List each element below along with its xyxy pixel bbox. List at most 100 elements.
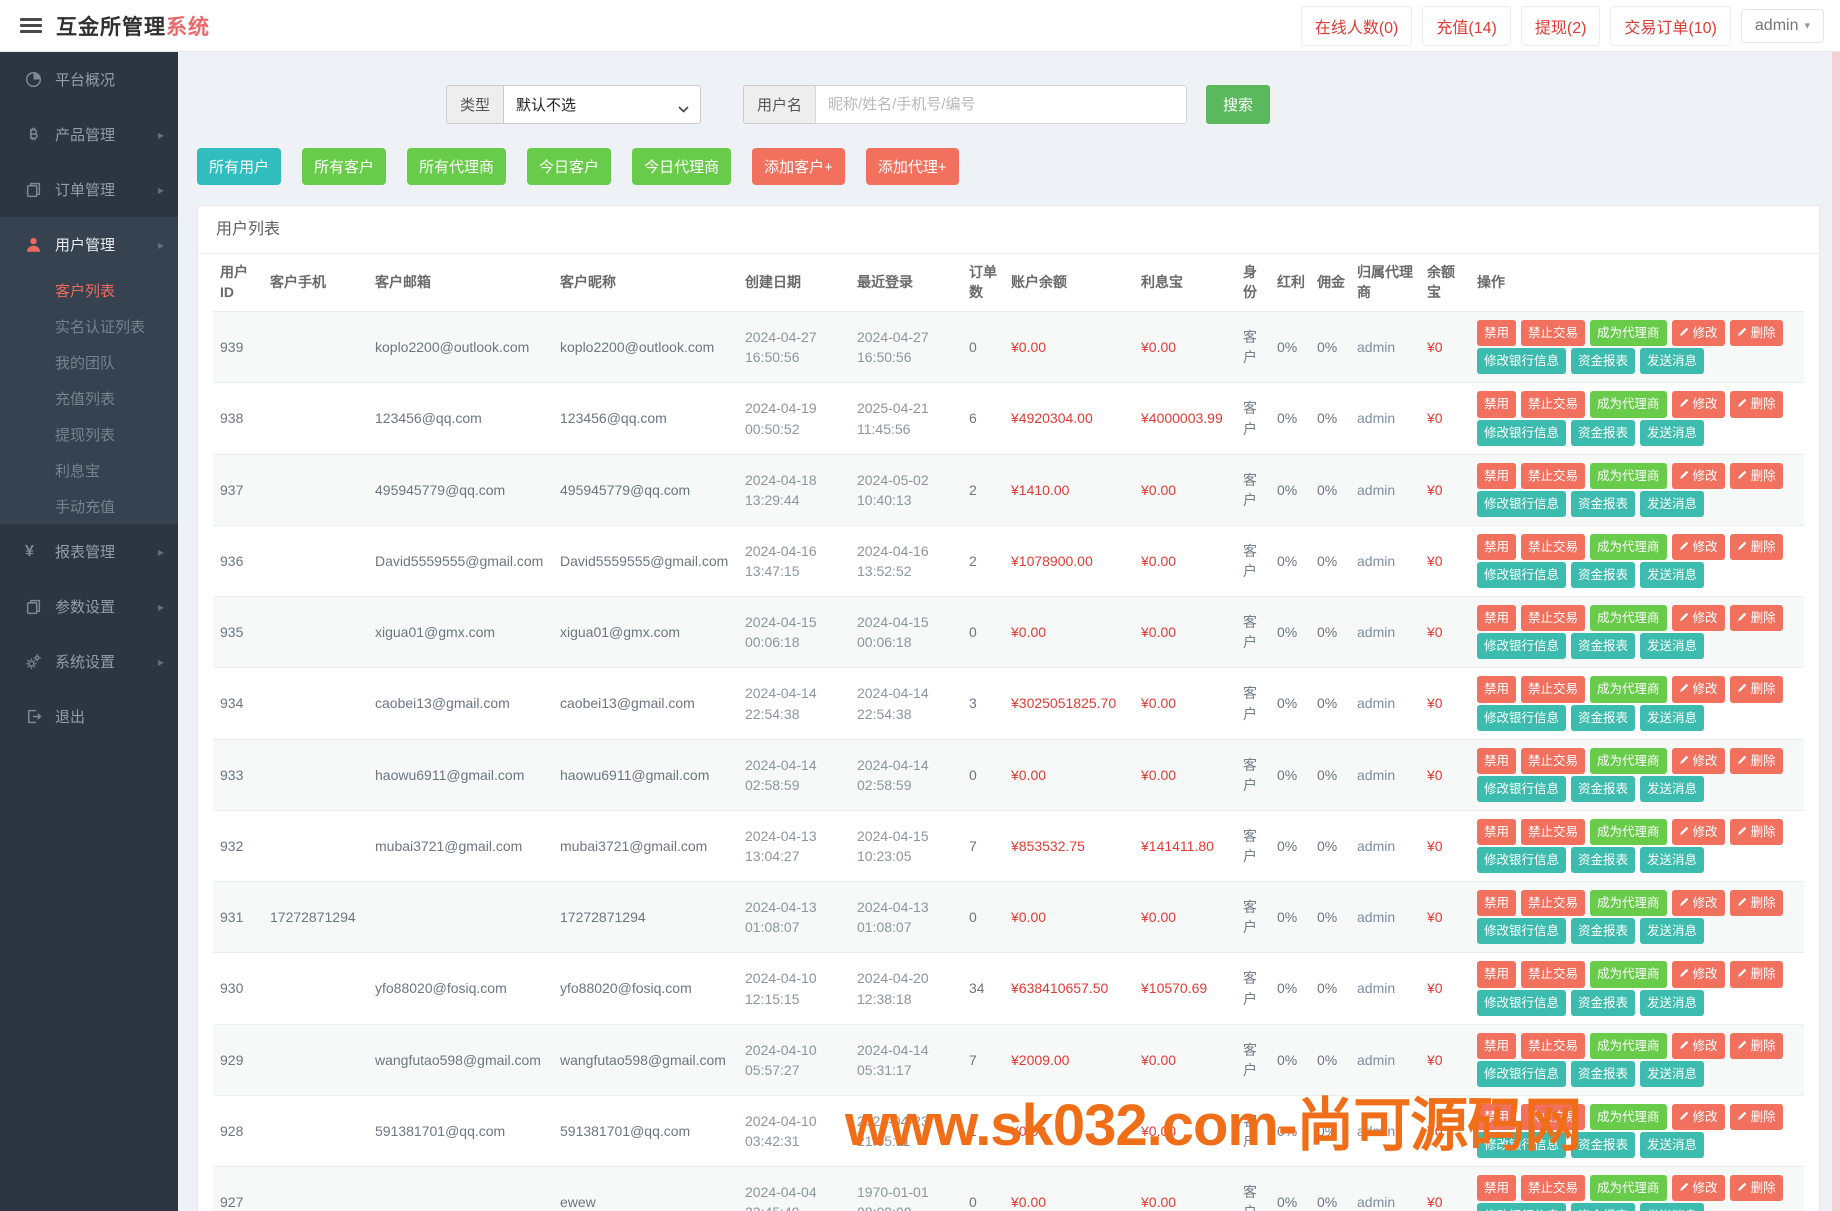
edit-button[interactable]: 修改 bbox=[1671, 462, 1725, 489]
sidebar-item-realname-list[interactable]: 实名认证列表 bbox=[55, 318, 146, 336]
funds-report-button[interactable]: 资金报表 bbox=[1571, 847, 1636, 874]
edit-button[interactable]: 修改 bbox=[1671, 818, 1725, 846]
edit-bank-button[interactable]: 修改银行信息 bbox=[1477, 918, 1567, 945]
disable-button[interactable]: 禁用 bbox=[1477, 1175, 1517, 1202]
funds-report-button[interactable]: 资金报表 bbox=[1571, 1203, 1636, 1211]
user-menu-button[interactable]: admin ▾ bbox=[1740, 8, 1824, 43]
forbid-trade-button[interactable]: 禁止交易 bbox=[1521, 747, 1586, 774]
add-agent-button[interactable]: 添加代理+ bbox=[865, 148, 959, 185]
forbid-trade-button[interactable]: 禁止交易 bbox=[1521, 961, 1586, 988]
become-agent-button[interactable]: 成为代理商 bbox=[1590, 747, 1667, 774]
delete-button[interactable]: 删除 bbox=[1729, 1032, 1783, 1059]
edit-bank-button[interactable]: 修改银行信息 bbox=[1477, 1060, 1567, 1087]
edit-bank-button[interactable]: 修改银行信息 bbox=[1477, 1203, 1567, 1211]
edit-bank-button[interactable]: 修改银行信息 bbox=[1477, 490, 1567, 517]
forbid-trade-button[interactable]: 禁止交易 bbox=[1521, 320, 1586, 347]
disable-button[interactable]: 禁用 bbox=[1477, 605, 1517, 632]
delete-button[interactable]: 删除 bbox=[1729, 605, 1783, 632]
sidebar-item-params[interactable]: 参数设置 ▸ bbox=[0, 579, 178, 634]
recharge-count-button[interactable]: 充值(14) bbox=[1422, 5, 1511, 46]
edit-button[interactable]: 修改 bbox=[1671, 1032, 1725, 1059]
edit-button[interactable]: 修改 bbox=[1671, 605, 1725, 632]
delete-button[interactable]: 删除 bbox=[1729, 391, 1783, 418]
edit-button[interactable]: 修改 bbox=[1671, 747, 1725, 774]
disable-button[interactable]: 禁用 bbox=[1477, 818, 1517, 846]
funds-report-button[interactable]: 资金报表 bbox=[1571, 1060, 1636, 1087]
sidebar-item-overview[interactable]: 平台概况 bbox=[0, 52, 178, 107]
send-message-button[interactable]: 发送消息 bbox=[1640, 562, 1705, 589]
delete-button[interactable]: 删除 bbox=[1729, 676, 1783, 703]
disable-button[interactable]: 禁用 bbox=[1477, 1103, 1517, 1131]
edit-bank-button[interactable]: 修改银行信息 bbox=[1477, 1132, 1567, 1159]
forbid-trade-button[interactable]: 禁止交易 bbox=[1521, 818, 1586, 846]
send-message-button[interactable]: 发送消息 bbox=[1640, 704, 1705, 731]
all-customers-button[interactable]: 所有客户 bbox=[302, 148, 387, 185]
sidebar-item-withdraw-list[interactable]: 提现列表 bbox=[55, 426, 116, 444]
sidebar-item-interest-bao[interactable]: 利息宝 bbox=[55, 462, 101, 480]
forbid-trade-button[interactable]: 禁止交易 bbox=[1521, 1103, 1586, 1131]
become-agent-button[interactable]: 成为代理商 bbox=[1590, 1103, 1667, 1131]
sidebar-item-logout[interactable]: 退出 bbox=[0, 689, 178, 744]
delete-button[interactable]: 删除 bbox=[1729, 818, 1783, 846]
become-agent-button[interactable]: 成为代理商 bbox=[1590, 533, 1667, 561]
send-message-button[interactable]: 发送消息 bbox=[1640, 348, 1705, 375]
edit-button[interactable]: 修改 bbox=[1671, 391, 1725, 418]
username-input[interactable] bbox=[815, 85, 1188, 124]
sidebar-item-orders[interactable]: 订单管理 ▸ bbox=[0, 162, 178, 217]
send-message-button[interactable]: 发送消息 bbox=[1640, 847, 1705, 874]
disable-button[interactable]: 禁用 bbox=[1477, 961, 1517, 988]
edit-bank-button[interactable]: 修改银行信息 bbox=[1477, 562, 1567, 589]
sidebar-item-manual-recharge[interactable]: 手动充值 bbox=[55, 498, 116, 516]
funds-report-button[interactable]: 资金报表 bbox=[1571, 419, 1636, 446]
scrollbar[interactable] bbox=[1832, 52, 1840, 1211]
edit-button[interactable]: 修改 bbox=[1671, 320, 1725, 347]
online-count-button[interactable]: 在线人数(0) bbox=[1300, 5, 1413, 46]
send-message-button[interactable]: 发送消息 bbox=[1640, 490, 1705, 517]
become-agent-button[interactable]: 成为代理商 bbox=[1590, 818, 1667, 846]
delete-button[interactable]: 删除 bbox=[1729, 462, 1783, 489]
funds-report-button[interactable]: 资金报表 bbox=[1571, 989, 1636, 1016]
forbid-trade-button[interactable]: 禁止交易 bbox=[1521, 533, 1586, 561]
delete-button[interactable]: 删除 bbox=[1729, 533, 1783, 561]
edit-button[interactable]: 修改 bbox=[1671, 1175, 1725, 1202]
forbid-trade-button[interactable]: 禁止交易 bbox=[1521, 676, 1586, 703]
funds-report-button[interactable]: 资金报表 bbox=[1571, 633, 1636, 660]
delete-button[interactable]: 删除 bbox=[1729, 890, 1783, 917]
forbid-trade-button[interactable]: 禁止交易 bbox=[1521, 391, 1586, 418]
delete-button[interactable]: 删除 bbox=[1729, 961, 1783, 988]
become-agent-button[interactable]: 成为代理商 bbox=[1590, 462, 1667, 489]
sidebar-item-customer-list[interactable]: 客户列表 bbox=[55, 282, 116, 300]
edit-button[interactable]: 修改 bbox=[1671, 1103, 1725, 1131]
funds-report-button[interactable]: 资金报表 bbox=[1571, 704, 1636, 731]
delete-button[interactable]: 删除 bbox=[1729, 1103, 1783, 1131]
today-agents-button[interactable]: 今日代理商 bbox=[632, 148, 732, 185]
send-message-button[interactable]: 发送消息 bbox=[1640, 775, 1705, 802]
become-agent-button[interactable]: 成为代理商 bbox=[1590, 320, 1667, 347]
funds-report-button[interactable]: 资金报表 bbox=[1571, 490, 1636, 517]
send-message-button[interactable]: 发送消息 bbox=[1640, 989, 1705, 1016]
funds-report-button[interactable]: 资金报表 bbox=[1571, 562, 1636, 589]
disable-button[interactable]: 禁用 bbox=[1477, 676, 1517, 703]
disable-button[interactable]: 禁用 bbox=[1477, 1032, 1517, 1059]
edit-button[interactable]: 修改 bbox=[1671, 676, 1725, 703]
forbid-trade-button[interactable]: 禁止交易 bbox=[1521, 605, 1586, 632]
edit-button[interactable]: 修改 bbox=[1671, 961, 1725, 988]
add-customer-button[interactable]: 添加客户+ bbox=[752, 148, 845, 185]
edit-button[interactable]: 修改 bbox=[1671, 890, 1725, 917]
sidebar-item-reports[interactable]: ¥ 报表管理 ▸ bbox=[0, 524, 178, 579]
disable-button[interactable]: 禁用 bbox=[1477, 890, 1517, 917]
edit-bank-button[interactable]: 修改银行信息 bbox=[1477, 348, 1567, 375]
delete-button[interactable]: 删除 bbox=[1729, 747, 1783, 774]
edit-bank-button[interactable]: 修改银行信息 bbox=[1477, 775, 1567, 802]
sidebar-item-my-team[interactable]: 我的团队 bbox=[55, 354, 116, 372]
edit-bank-button[interactable]: 修改银行信息 bbox=[1477, 633, 1567, 660]
become-agent-button[interactable]: 成为代理商 bbox=[1590, 391, 1667, 418]
disable-button[interactable]: 禁用 bbox=[1477, 462, 1517, 489]
trade-orders-button[interactable]: 交易订单(10) bbox=[1610, 5, 1731, 46]
delete-button[interactable]: 删除 bbox=[1729, 1175, 1783, 1202]
edit-bank-button[interactable]: 修改银行信息 bbox=[1477, 989, 1567, 1016]
sidebar-item-users[interactable]: 用户管理 ▸ bbox=[0, 217, 178, 272]
all-users-button[interactable]: 所有用户 bbox=[197, 148, 282, 185]
sidebar-item-products[interactable]: 产品管理 ▸ bbox=[0, 107, 178, 162]
disable-button[interactable]: 禁用 bbox=[1477, 320, 1517, 347]
